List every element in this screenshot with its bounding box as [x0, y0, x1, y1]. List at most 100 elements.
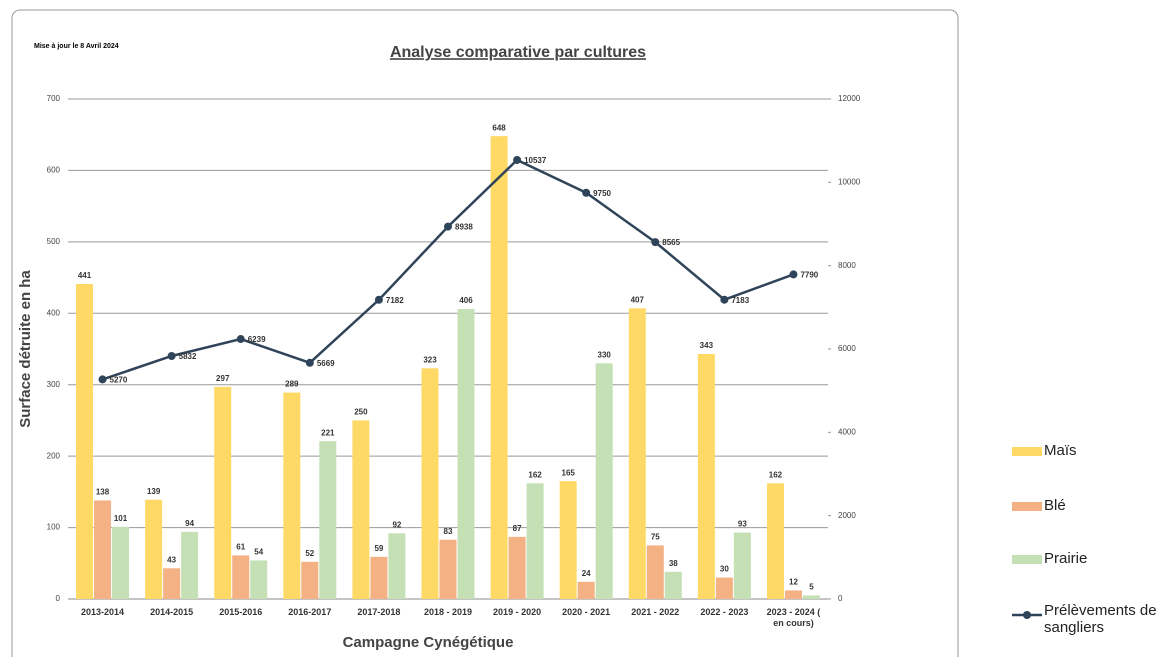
line-marker [582, 188, 591, 197]
bar [214, 386, 232, 599]
bar [388, 533, 406, 599]
legend-label: Prairie [1044, 550, 1088, 567]
bar [559, 481, 577, 599]
bar [232, 555, 250, 599]
line-value-label: 7182 [386, 296, 404, 305]
bar-value-label: 5 [809, 583, 814, 592]
y2-tick-label: 2000 [838, 511, 856, 520]
bar-value-label: 250 [354, 408, 368, 417]
bar [421, 368, 439, 599]
bar-value-label: 139 [147, 487, 161, 496]
x-tick-label: 2023 - 2024 ( en cours) [766, 607, 821, 628]
legend-item: Maïs [1012, 442, 1162, 459]
bar-value-label: 162 [528, 470, 542, 479]
bar [283, 392, 301, 599]
y-tick-label: 300 [47, 380, 61, 389]
bar-value-label: 343 [700, 341, 714, 350]
bar-value-label: 162 [769, 470, 783, 479]
legend-item: Prairie [1012, 550, 1162, 567]
bar-value-label: 221 [321, 428, 335, 437]
bar [595, 363, 613, 599]
bar-value-label: 61 [236, 543, 245, 552]
y2-tick-label: 8000 [838, 261, 856, 270]
legend-swatch [1012, 502, 1042, 511]
bar [181, 531, 199, 599]
x-tick-label: 2020 - 2021 [562, 607, 611, 617]
bar [715, 577, 733, 599]
update-note: Mise à jour le 8 Avril 2024 [34, 43, 119, 50]
y2-tick-label: 12000 [838, 94, 861, 103]
line-value-label: 8938 [455, 223, 473, 232]
y-tick-label: 200 [47, 451, 61, 460]
legend-swatch [1012, 447, 1042, 456]
legend-line [1012, 611, 1042, 619]
legend-label: Maïs [1044, 442, 1077, 459]
x-tick-label: 2019 - 2020 [493, 607, 542, 617]
bar-value-label: 30 [720, 565, 729, 574]
bar-value-label: 24 [582, 569, 591, 578]
bar [112, 526, 130, 599]
y-tick-label: 700 [47, 94, 61, 103]
bar [370, 556, 388, 599]
x-tick-label: 2016-2017 [288, 607, 332, 617]
x-tick-label: 2013-2014 [81, 607, 125, 617]
line-value-label: 7183 [731, 296, 749, 305]
chart-panel [11, 9, 959, 657]
y-tick-label: 400 [47, 308, 61, 317]
bar-value-label: 43 [167, 555, 176, 564]
x-tick-label: 2022 - 2023 [700, 607, 749, 617]
bar [646, 545, 664, 599]
y2-tick-label: 0 [838, 594, 843, 603]
legend-swatch [1012, 555, 1042, 564]
legend-item: Prélèvements de sangliers [1012, 602, 1162, 636]
bar-value-label: 75 [651, 533, 660, 542]
bar [577, 581, 595, 599]
legend-label: Blé [1044, 497, 1066, 514]
line-marker [236, 335, 245, 344]
line-marker [789, 270, 798, 279]
bar [145, 499, 163, 599]
legend-item: Blé [1012, 497, 1162, 514]
bar [457, 309, 475, 599]
bar-value-label: 138 [96, 488, 110, 497]
bar [766, 483, 784, 599]
bar [802, 595, 820, 599]
bar-value-label: 87 [513, 524, 522, 533]
line-marker [305, 358, 314, 367]
bar [526, 483, 544, 599]
line-value-label: 8565 [662, 238, 680, 247]
y2-tick-label: 4000 [838, 427, 856, 436]
x-tick-label: 2015-2016 [219, 607, 263, 617]
bar-value-label: 101 [114, 514, 128, 523]
line-value-label: 6239 [248, 335, 266, 344]
bar-value-label: 54 [254, 548, 263, 557]
x-tick-label: 2017-2018 [357, 607, 401, 617]
bar [250, 560, 268, 599]
line-value-label: 10537 [524, 156, 547, 165]
line-marker [651, 238, 660, 247]
x-tick-label: 2018 - 2019 [423, 607, 473, 617]
x-axis-label: Campagne Cynégétique [343, 634, 514, 651]
bar-value-label: 92 [392, 520, 401, 529]
y-tick-label: 0 [56, 594, 61, 603]
legend-label: Prélèvements de sangliers [1044, 602, 1157, 636]
line-marker [98, 375, 107, 384]
legend-swatch [1012, 607, 1042, 619]
bar [508, 536, 526, 599]
y-tick-label: 600 [47, 166, 61, 175]
line-marker [444, 222, 452, 231]
bar-value-label: 330 [598, 350, 612, 359]
bar-value-label: 297 [216, 374, 230, 383]
bar [163, 568, 181, 599]
line-value-label: 5669 [317, 359, 335, 368]
bar [319, 441, 337, 599]
bar [784, 590, 802, 599]
y-tick-label: 500 [47, 237, 61, 246]
bar-value-label: 289 [285, 380, 299, 389]
bar [628, 308, 646, 599]
y2-tick-label: 6000 [838, 344, 856, 353]
bar [490, 136, 508, 599]
bar-value-label: 648 [492, 123, 506, 132]
line-marker [167, 352, 176, 360]
